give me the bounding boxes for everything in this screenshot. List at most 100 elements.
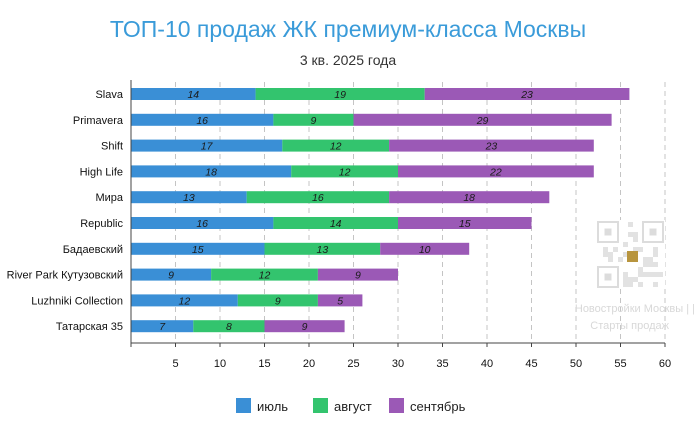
qr-code-icon [596, 220, 665, 289]
data-label-luzhniki-collection-сентябрь: 5 [337, 295, 343, 307]
data-label-бадаевский-август: 13 [317, 244, 329, 256]
qr-module [628, 277, 633, 282]
legend-swatch-сентябрь [389, 398, 404, 413]
category-label-мира: Мира [95, 192, 123, 204]
category-label-river-park-кутузовский: River Park Кутузовский [7, 270, 123, 282]
legend-label-июль: июль [257, 399, 288, 414]
data-label-republic-июль: 16 [196, 218, 208, 230]
data-label-татарская-35-сентябрь: 9 [302, 321, 308, 333]
category-label-shift: Shift [101, 141, 123, 153]
bar-мира-август [246, 191, 390, 204]
category-label-luzhniki-collection: Luzhniki Collection [31, 295, 123, 307]
x-tick-label-5: 5 [172, 358, 178, 370]
data-label-river-park-кутузовский-июль: 9 [168, 270, 174, 282]
legend-label-сентябрь: сентябрь [410, 399, 466, 414]
qr-module [628, 222, 633, 227]
qr-module [623, 252, 628, 257]
bar-татарская-35-август [193, 320, 265, 333]
qr-module [618, 257, 623, 262]
bar-slava-сентябрь [424, 88, 630, 100]
bar-бадаевский-август [264, 242, 381, 255]
bar-primavera-июль [131, 113, 274, 126]
qr-module [633, 247, 638, 252]
x-tick-label-55: 55 [614, 358, 626, 370]
bar-republic-июль [131, 217, 274, 229]
x-tick-label-60: 60 [659, 358, 671, 370]
bar-republic-сентябрь [398, 217, 532, 229]
bar-shift-сентябрь [389, 139, 594, 152]
qr-module [648, 257, 653, 262]
watermark-line-2: Старты продаж [590, 320, 669, 332]
qr-module [613, 247, 618, 252]
bar-republic-август [273, 217, 398, 229]
data-label-shift-сентябрь: 23 [485, 141, 498, 153]
x-tick-label-50: 50 [570, 358, 582, 370]
data-label-бадаевский-июль: 15 [192, 244, 204, 256]
bar-river-park-кутузовский-сентябрь [317, 268, 398, 281]
data-label-river-park-кутузовский-сентябрь: 9 [355, 270, 361, 282]
qr-module [603, 252, 608, 257]
data-label-татарская-35-июль: 7 [159, 321, 166, 333]
data-label-primavera-июль: 16 [196, 115, 208, 127]
qr-module [633, 237, 638, 242]
x-axis: 5 10 15 20 25 30 35 40 45 50 55 60 [130, 80, 671, 370]
category-label-primavera: Primavera [73, 115, 124, 127]
data-label-high-life-июль: 18 [205, 166, 217, 178]
bar-luzhniki-collection-июль [131, 294, 238, 307]
data-label-luzhniki-collection-август: 9 [275, 295, 281, 307]
bar-primavera-август [273, 113, 354, 126]
qr-module [633, 277, 638, 282]
bar-бадаевский-сентябрь [380, 242, 470, 255]
data-label-primavera-сентябрь: 29 [476, 115, 489, 127]
qr-module [643, 257, 648, 262]
data-label-мира-июль: 13 [183, 192, 195, 204]
bar-мира-сентябрь [389, 191, 550, 204]
qr-finder-core [649, 228, 657, 236]
bar-slava-август [255, 88, 425, 100]
qr-module [638, 247, 643, 252]
bar-luzhniki-collection-август [237, 294, 318, 307]
qr-finder [642, 221, 664, 243]
qr-module [653, 252, 658, 257]
qr-module [608, 257, 613, 262]
bar-luzhniki-collection-сентябрь [317, 294, 363, 307]
qr-module [623, 282, 628, 287]
category-labels: Slava Primavera Shift High Life Мира Republic… [7, 89, 124, 333]
data-label-primavera-август: 9 [311, 115, 317, 127]
data-label-high-life-сентябрь: 22 [489, 166, 502, 178]
qr-module [653, 272, 658, 277]
qr-finder-core [604, 228, 612, 236]
data-label-river-park-кутузовский-август: 12 [259, 270, 271, 282]
legend-swatch-июль [236, 398, 251, 413]
qr-finder [597, 221, 619, 243]
data-label-бадаевский-сентябрь: 10 [419, 244, 431, 256]
qr-module [638, 272, 643, 277]
qr-module [638, 282, 643, 287]
bar-татарская-35-сентябрь [264, 320, 345, 333]
category-label-high-life: High Life [80, 166, 123, 178]
bar-high-life-август [291, 165, 398, 178]
x-tick-label-20: 20 [303, 358, 315, 370]
x-tick-label-25: 25 [347, 358, 359, 370]
qr-finder [597, 266, 619, 288]
qr-module [643, 272, 648, 277]
bar-river-park-кутузовский-июль [131, 268, 212, 281]
qr-module [628, 232, 633, 237]
qr-module [653, 262, 658, 267]
x-tick-label-15: 15 [258, 358, 270, 370]
legend-swatch-август [313, 398, 328, 413]
data-label-luzhniki-collection-июль: 12 [179, 295, 191, 307]
x-tick-label-45: 45 [525, 358, 537, 370]
qr-center-mark [627, 251, 638, 262]
data-label-татарская-35-август: 8 [226, 321, 232, 333]
bar-river-park-кутузовский-август [211, 268, 318, 281]
category-label-republic: Republic [80, 218, 123, 230]
qr-module [633, 232, 638, 237]
data-label-republic-август: 14 [330, 218, 342, 230]
qr-module [623, 277, 628, 282]
x-tick-label-35: 35 [436, 358, 448, 370]
x-tick-label-30: 30 [392, 358, 404, 370]
qr-module [658, 272, 663, 277]
bar-high-life-сентябрь [398, 165, 594, 178]
